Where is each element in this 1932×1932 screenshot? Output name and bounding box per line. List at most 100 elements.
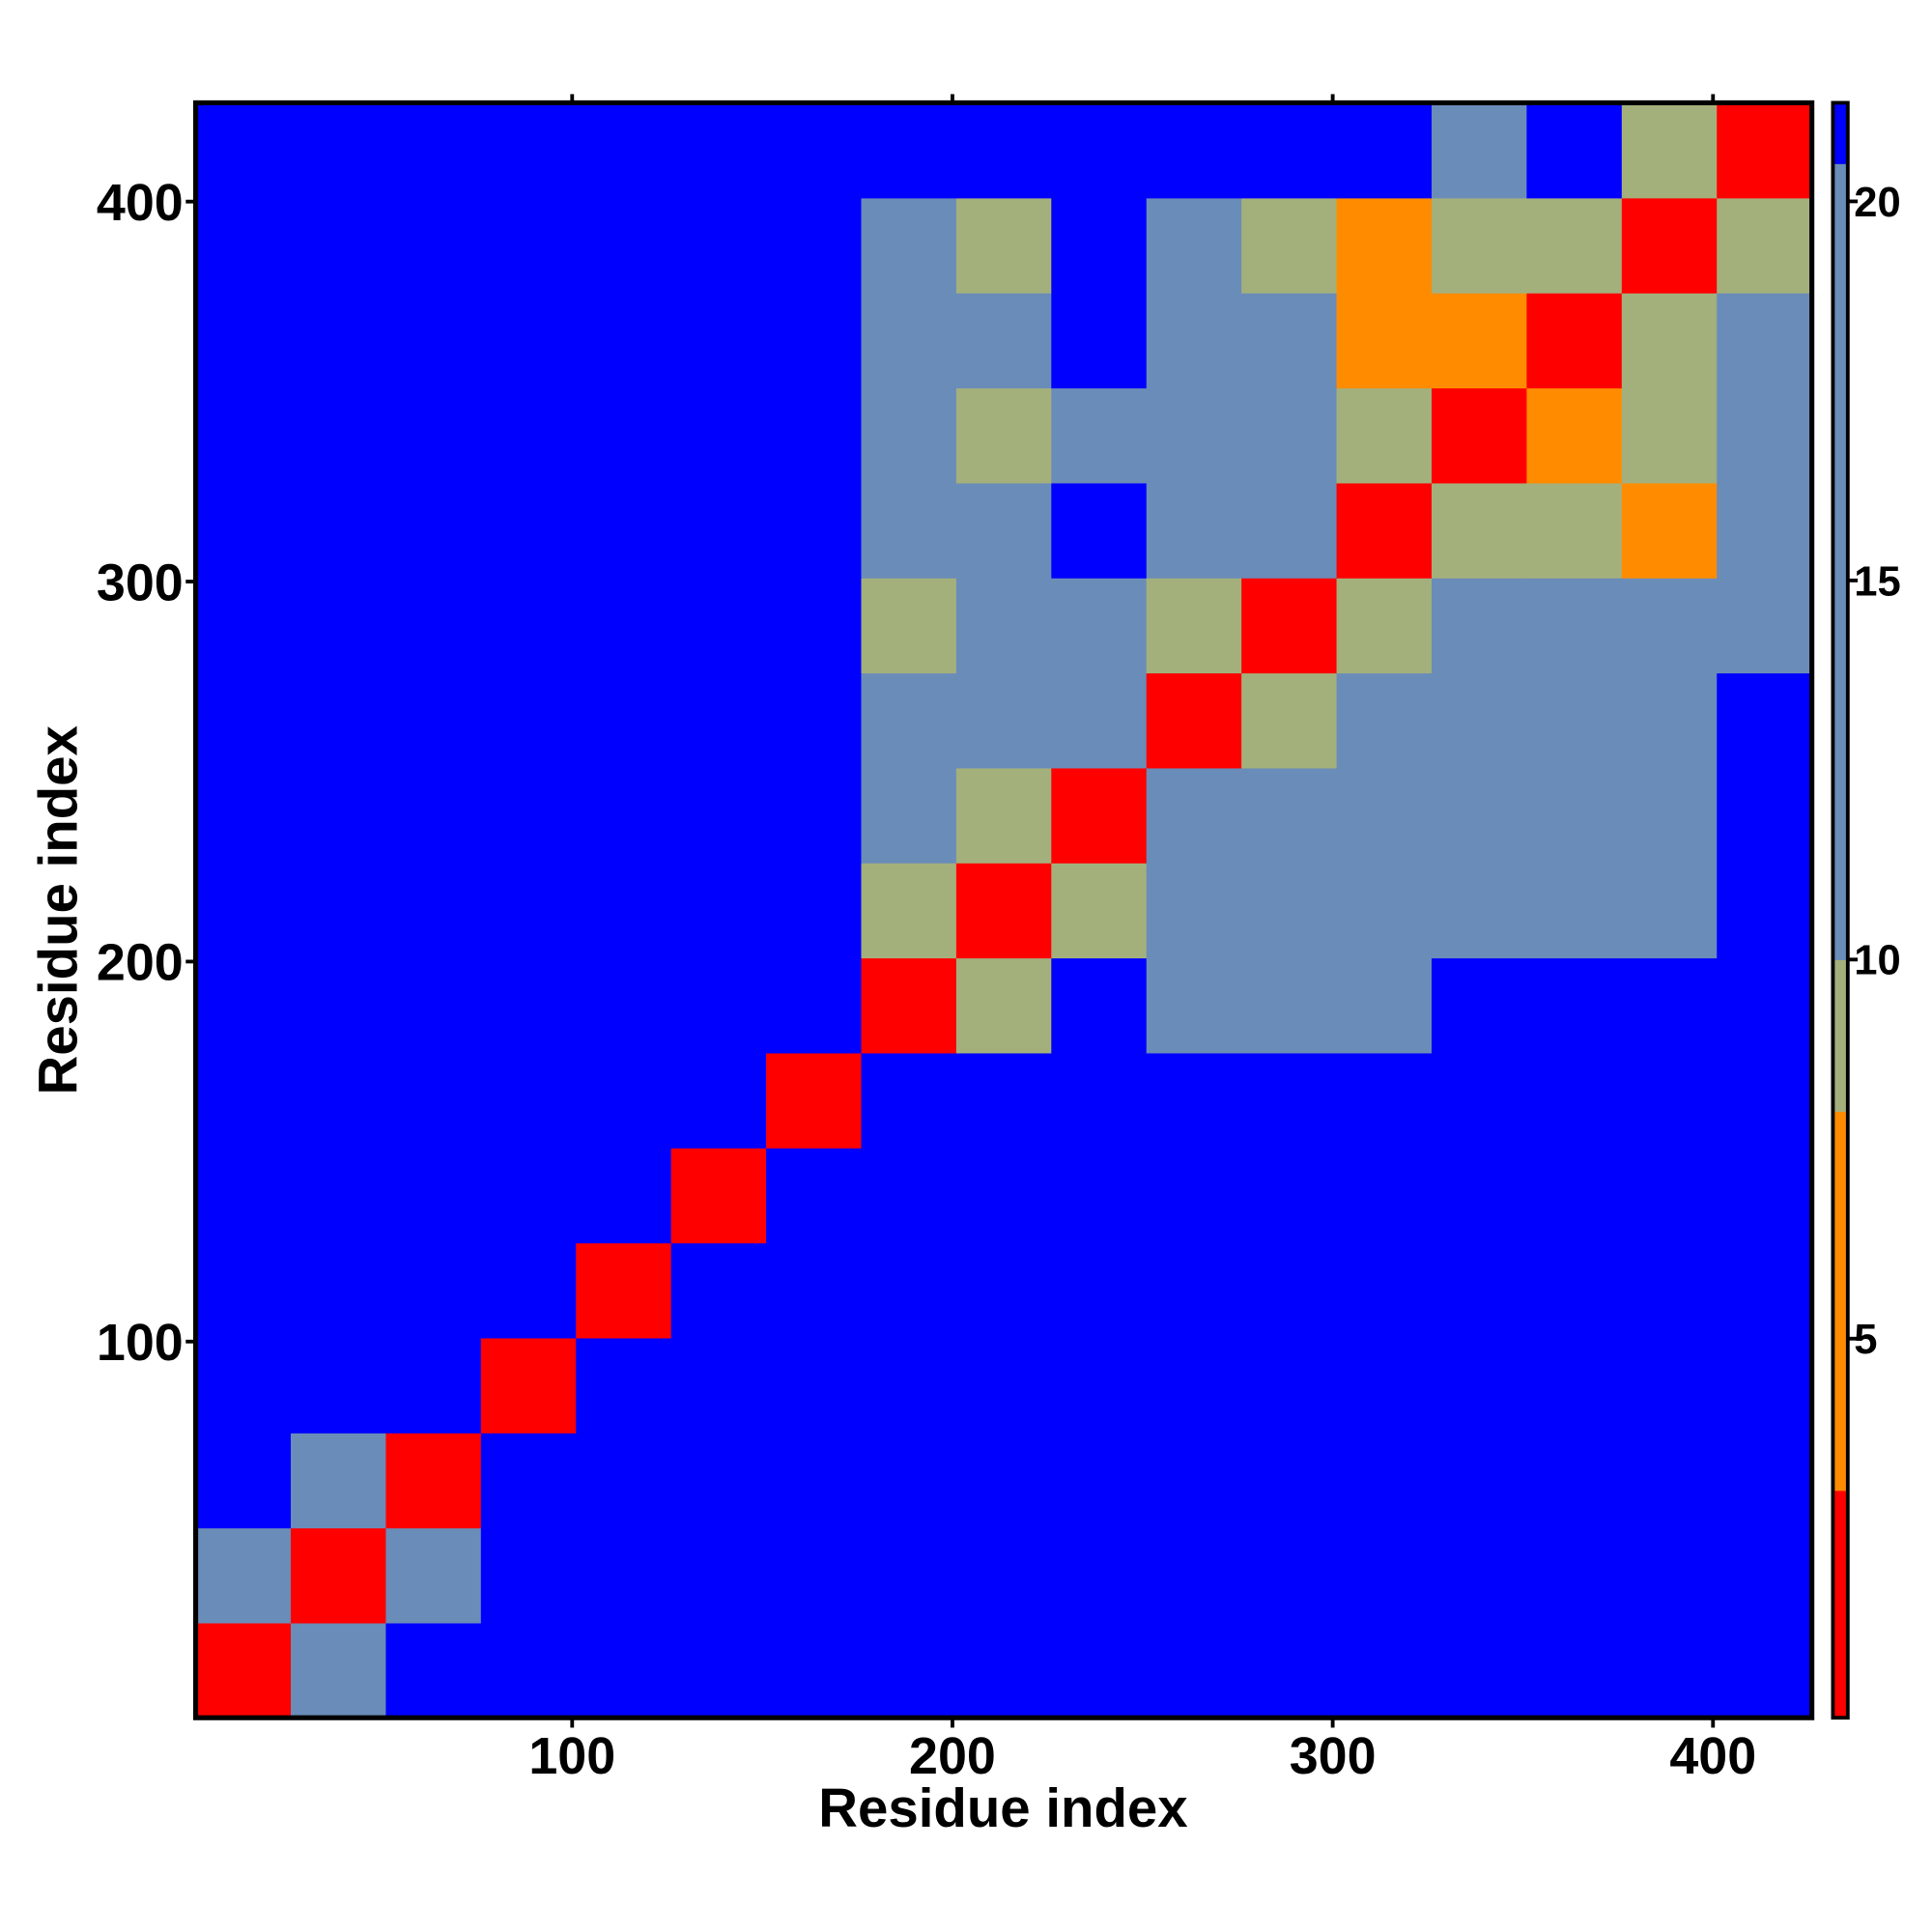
heatmap-cell [861,1622,957,1719]
heatmap-cell [1717,672,1813,769]
heatmap-cell [1146,1148,1242,1244]
heatmap-cell [1146,957,1242,1054]
heatmap-cell [766,1433,863,1529]
heatmap-cell [1717,482,1813,579]
heatmap-cell [861,1148,957,1244]
heatmap-cell [290,1242,387,1339]
y-tick-label: 200 [97,934,184,992]
heatmap-cell [290,672,387,769]
heatmap-cell [670,102,767,199]
heatmap-cell [1526,482,1623,579]
colorbar-tick-label: 20 [1854,180,1900,226]
heatmap-cell [385,1148,482,1244]
heatmap-cell [861,578,957,674]
heatmap-cell [861,197,957,294]
heatmap-cell [290,957,387,1054]
heatmap-cell [955,1242,1052,1339]
heatmap-cell [766,863,863,959]
heatmap-cell [1717,578,1813,674]
heatmap-cell [955,1433,1052,1529]
heatmap-cell [480,1052,577,1149]
heatmap-cell [290,767,387,864]
heatmap-cell [766,957,863,1054]
heatmap-cell [385,957,482,1054]
heatmap-cell [1526,293,1623,389]
heatmap-cell [1051,767,1148,864]
heatmap-cell [1146,1622,1242,1719]
heatmap-cell [766,767,863,864]
heatmap-cell [1051,1242,1148,1339]
colorbar-frame [1831,100,1850,1720]
heatmap-cell [195,1052,292,1149]
heatmap-cell [766,1337,863,1434]
heatmap-cell [576,672,672,769]
heatmap-cell [1621,482,1718,579]
heatmap-cell [576,1433,672,1529]
heatmap-cell [766,1242,863,1339]
heatmap-cell [195,578,292,674]
heatmap-cell [385,197,482,294]
heatmap-cell [766,482,863,579]
heatmap-cell [290,293,387,389]
heatmap-cell [480,1337,577,1434]
heatmap-cell [670,578,767,674]
heatmap-cell [670,482,767,579]
heatmap-cell [1431,767,1528,864]
heatmap-cell [1146,1527,1242,1624]
heatmap-cell [385,1622,482,1719]
x-axis-label: Residue index [818,1777,1187,1838]
heatmap-cell [861,482,957,579]
heatmap-cell [1241,863,1338,959]
heatmap-cell [195,482,292,579]
heatmap-cell [290,482,387,579]
heatmap-cell [1336,1337,1433,1434]
heatmap-cell [1336,672,1433,769]
heatmap-cell [576,1242,672,1339]
x-tick-label: 400 [1669,1727,1756,1785]
heatmap-cell [1717,863,1813,959]
heatmap-cell [480,102,577,199]
heatmap-cell [1146,863,1242,959]
heatmap-cell [955,578,1052,674]
heatmap-cell [766,1148,863,1244]
heatmap-cell [1241,1148,1338,1244]
heatmap-cell [1717,957,1813,1054]
heatmap-cell [1431,1433,1528,1529]
heatmap-cell [1146,578,1242,674]
heatmap-cell [1241,102,1338,199]
heatmap-cell [766,1622,863,1719]
heatmap-cell [1336,863,1433,959]
heatmap-cell [1717,102,1813,199]
heatmap-cell [1526,102,1623,199]
heatmap-cell [1431,863,1528,959]
heatmap-cell [861,957,957,1054]
heatmap-cell [576,482,672,579]
heatmap-cell [1621,863,1718,959]
heatmap-cell [385,1433,482,1529]
heatmap-cell [480,672,577,769]
heatmap-cell [670,767,767,864]
heatmap-cell [576,1052,672,1149]
heatmap-cell [955,293,1052,389]
y-tick-label: 100 [97,1314,184,1372]
heatmap-cell [1621,293,1718,389]
heatmap-cell [1146,482,1242,579]
heatmap-cell [480,1622,577,1719]
heatmap-cell [1051,102,1148,199]
heatmap-cell [1336,578,1433,674]
plot-frame [193,99,1815,1720]
heatmap-cell [670,197,767,294]
heatmap-cell [1526,1052,1623,1149]
heatmap-cell [195,767,292,864]
heatmap-cell [385,863,482,959]
heatmap-cell [861,672,957,769]
heatmap-cell [1621,1052,1718,1149]
heatmap-cell [1336,482,1433,579]
heatmap-cell [1146,1052,1242,1149]
heatmap-cell [576,1622,672,1719]
heatmap-cell [1431,197,1528,294]
heatmap-cell [1621,387,1718,484]
heatmap-cell [1241,387,1338,484]
heatmap-cell [1051,1622,1148,1719]
heatmap-cell [1051,1052,1148,1149]
